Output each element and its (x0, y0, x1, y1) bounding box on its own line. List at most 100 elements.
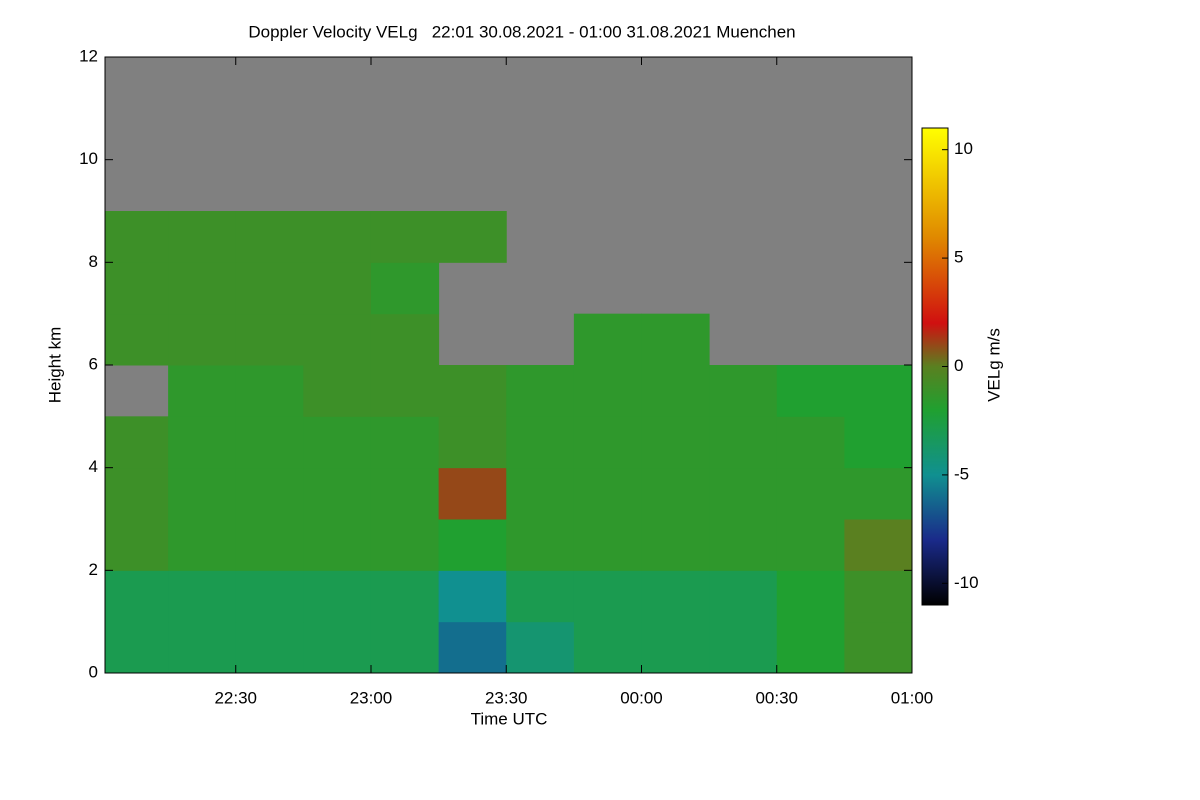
heatmap-cell (168, 621, 237, 674)
heatmap-cell (235, 621, 304, 674)
heatmap-cell (438, 621, 507, 674)
y-tick-label: 0 (89, 662, 98, 681)
heatmap-cell (235, 262, 304, 315)
heatmap-cell (573, 519, 642, 571)
heatmap-cell (235, 570, 304, 623)
heatmap-cell (506, 621, 575, 674)
colorbar-tick-label: 10 (954, 139, 973, 158)
heatmap-cell (709, 467, 778, 520)
y-tick-label: 12 (79, 46, 98, 65)
colorbar-label: VELg m/s (984, 328, 1003, 402)
heatmap-cell (168, 570, 237, 623)
y-tick-label: 2 (89, 560, 98, 579)
heatmap-cell (370, 416, 440, 469)
heatmap-cell (641, 416, 710, 469)
heatmap-cell (105, 416, 169, 469)
heatmap-cell (370, 519, 440, 571)
heatmap-cell (844, 467, 913, 520)
heatmap-cell (303, 416, 372, 469)
heatmap-cell (844, 365, 913, 417)
heatmap-cell (573, 467, 642, 520)
heatmap-cell (641, 365, 710, 417)
heatmap-cell (573, 570, 642, 623)
heatmap-cell (105, 519, 169, 571)
x-tick-label: 00:00 (620, 688, 663, 707)
colorbar-tick-label: 0 (954, 356, 963, 375)
heatmap-cell (168, 416, 237, 469)
heatmap-cell (105, 262, 169, 315)
heatmap-cell (506, 365, 575, 417)
colorbar-tick-label: -10 (954, 573, 979, 592)
heatmap-cell (506, 467, 575, 520)
heatmap-cell (438, 211, 507, 263)
heatmap-cell (709, 570, 778, 623)
heatmap-cell (303, 211, 372, 263)
heatmap-cell (303, 519, 372, 571)
heatmap-cell (105, 211, 169, 263)
heatmap-cell (370, 365, 440, 417)
heatmap-cell (776, 519, 845, 571)
heatmap-cell (370, 313, 440, 366)
heatmap-cell (641, 519, 710, 571)
heatmap-cell (235, 365, 304, 417)
heatmap-cell (168, 262, 237, 315)
heatmap-cell (709, 621, 778, 674)
heatmap-cell (844, 621, 913, 674)
heatmap-cell (709, 519, 778, 571)
heatmap-cell (168, 365, 237, 417)
heatmap-cell (641, 570, 710, 623)
heatmap-cell (641, 313, 710, 366)
heatmap-cell (303, 365, 372, 417)
heatmap-cell (776, 365, 845, 417)
heatmap-cell (303, 621, 372, 674)
heatmap-cell (844, 519, 913, 571)
x-axis-label: Time UTC (471, 709, 548, 728)
chart-title: Doppler Velocity VELg 22:01 30.08.2021 -… (248, 22, 795, 41)
heatmap-cell (105, 467, 169, 520)
heatmap-cell (573, 313, 642, 366)
y-tick-label: 4 (89, 457, 98, 476)
heatmap-cell (506, 519, 575, 571)
heatmap-cell (303, 467, 372, 520)
heatmap-cell (776, 621, 845, 674)
x-tick-label: 00:30 (755, 688, 798, 707)
heatmap-cell (844, 416, 913, 469)
heatmap-cell (370, 262, 440, 315)
heatmap-cell (168, 467, 237, 520)
heatmap-cell (235, 416, 304, 469)
heatmap-cell (641, 621, 710, 674)
heatmap-cell (370, 570, 440, 623)
heatmap-cell (235, 467, 304, 520)
colorbar-tick-label: -5 (954, 464, 969, 483)
heatmap-cell (506, 416, 575, 469)
y-tick-label: 6 (89, 354, 98, 373)
heatmap-cell (105, 570, 169, 623)
heatmap-cell (438, 416, 507, 469)
y-tick-label: 8 (89, 252, 98, 271)
heatmap-cell (168, 211, 237, 263)
heatmap-cell (506, 570, 575, 623)
heatmap-cell (105, 621, 169, 674)
heatmap-cell (105, 313, 169, 366)
y-axis-label: Height km (45, 327, 64, 404)
heatmap-cell (303, 313, 372, 366)
colorbar-tick-label: 5 (954, 248, 963, 267)
heatmap-cell (235, 313, 304, 366)
heatmap-cell (235, 211, 304, 263)
heatmap-cell (709, 365, 778, 417)
heatmap-cell (709, 416, 778, 469)
x-tick-label: 23:00 (350, 688, 393, 707)
y-tick-label: 10 (79, 149, 98, 168)
heatmap-cell (844, 570, 913, 623)
x-tick-label: 01:00 (891, 688, 934, 707)
heatmap-cell (370, 621, 440, 674)
heatmap-cell (573, 621, 642, 674)
heatmap-cell (776, 416, 845, 469)
x-tick-label: 22:30 (214, 688, 257, 707)
heatmap-cell (370, 467, 440, 520)
heatmap-cell (235, 519, 304, 571)
heatmap-cell (641, 467, 710, 520)
heatmap-cell (303, 262, 372, 315)
heatmap-cell (573, 365, 642, 417)
